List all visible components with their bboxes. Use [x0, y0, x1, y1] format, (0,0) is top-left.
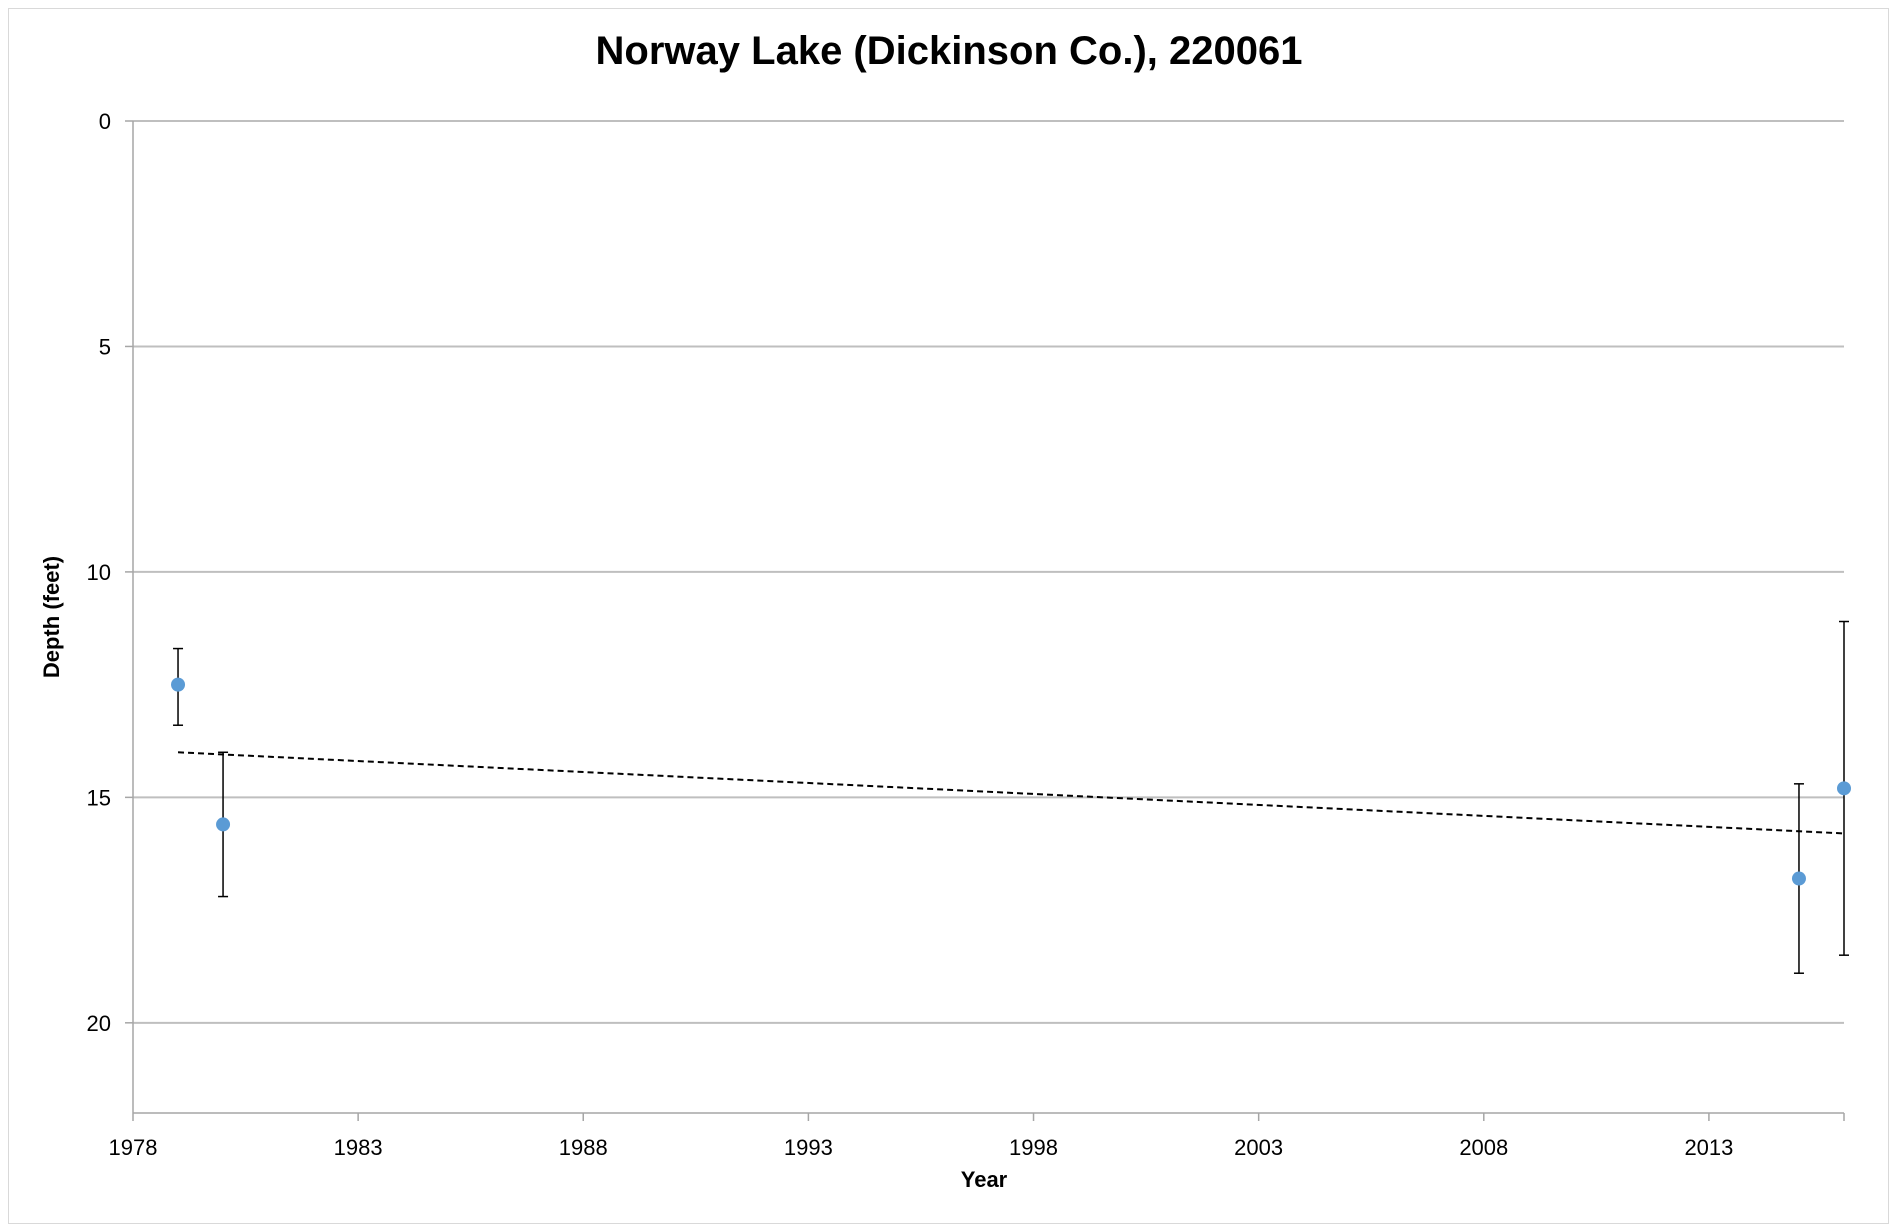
data-point	[1837, 781, 1851, 796]
trendline	[177, 751, 1845, 835]
y-tick-label: 20	[87, 1011, 111, 1036]
text-layer: Norway Lake (Dickinson Co.), 220061 Year…	[39, 29, 1733, 1192]
x-axis-title: Year	[961, 1167, 1008, 1192]
gridlines	[133, 120, 1844, 1024]
data-point	[216, 817, 231, 832]
y-axis-title: Depth (feet)	[39, 556, 64, 678]
x-tick-label: 1993	[784, 1135, 833, 1160]
trendline-layer	[177, 751, 1845, 835]
chart: Norway Lake (Dickinson Co.), 220061 Year…	[39, 29, 1851, 1192]
x-tick-label: 1998	[1009, 1135, 1058, 1160]
data-point	[1791, 871, 1806, 886]
data-point	[171, 677, 186, 692]
x-tick-label: 2013	[1684, 1135, 1733, 1160]
chart-frame: Norway Lake (Dickinson Co.), 220061 Year…	[8, 8, 1889, 1224]
data-layer	[171, 620, 1851, 974]
chart-title: Norway Lake (Dickinson Co.), 220061	[596, 29, 1303, 73]
x-tick-label: 1988	[559, 1135, 608, 1160]
axes	[125, 120, 1845, 1121]
x-tick-label: 2008	[1459, 1135, 1508, 1160]
y-tick-label: 0	[99, 109, 111, 134]
x-tick-label: 2003	[1234, 1135, 1283, 1160]
y-tick-label: 15	[87, 785, 111, 810]
y-tick-label: 10	[87, 560, 111, 585]
x-tick-label: 1978	[109, 1135, 158, 1160]
y-tick-label: 5	[99, 334, 111, 359]
x-tick-label: 1983	[334, 1135, 383, 1160]
